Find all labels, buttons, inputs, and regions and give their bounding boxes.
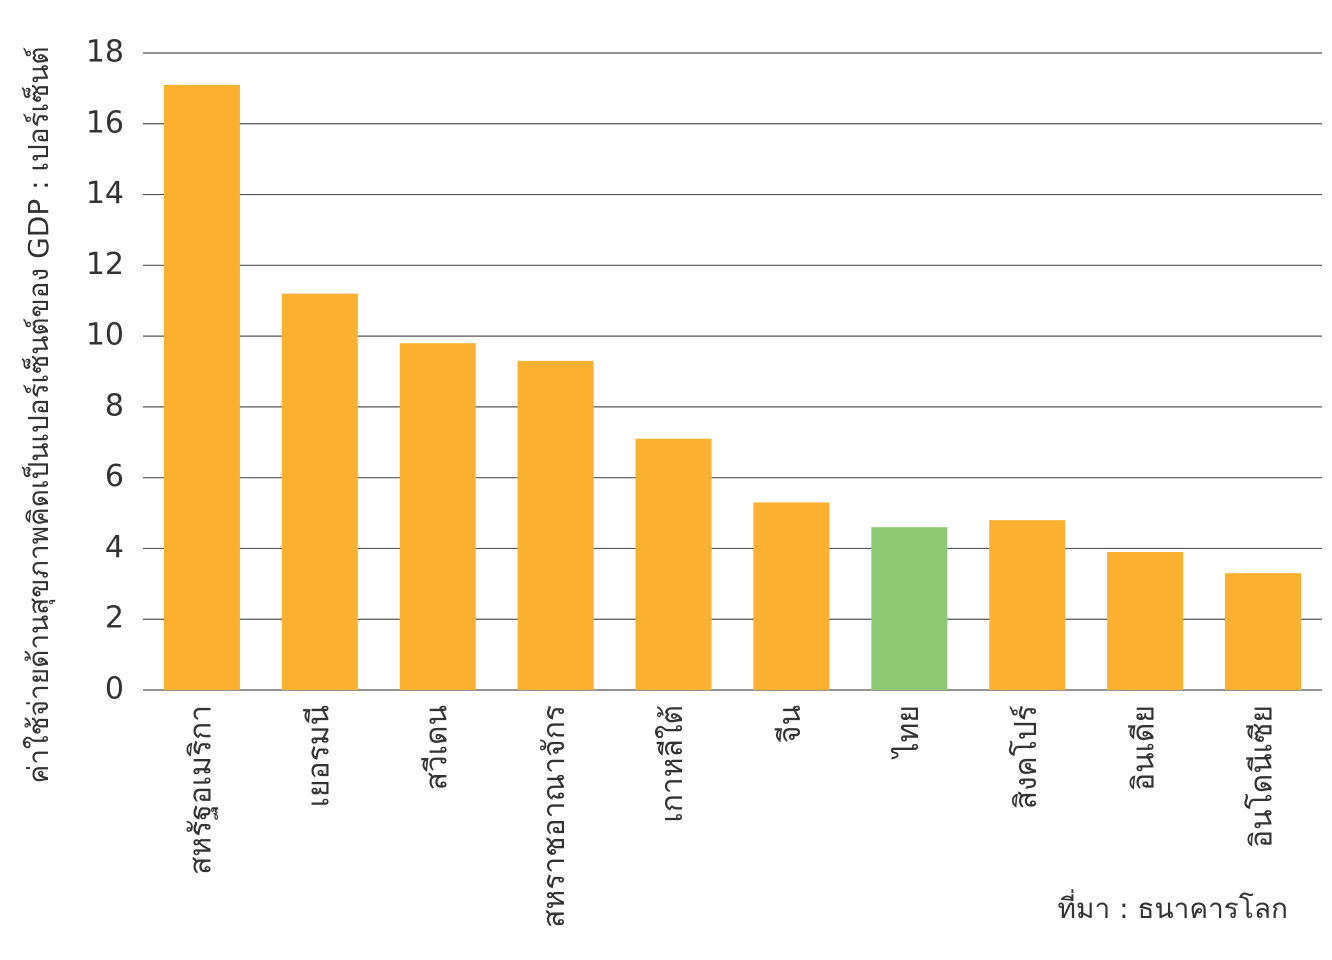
bar — [636, 439, 712, 690]
x-tick-label: สวีเดน — [419, 705, 454, 790]
bar — [1107, 552, 1183, 690]
y-tick-label: 8 — [105, 388, 124, 423]
x-tick-label: สหราชอาณาจักร — [537, 705, 572, 928]
x-tick-label: จีน — [773, 705, 808, 743]
x-tick-label: ไทย — [890, 705, 926, 759]
y-axis-label: ค่าใช้จ่ายด้านสุขภาพคิดเป็นเปอร์เซ็นต์ขอ… — [21, 46, 56, 783]
bar — [164, 85, 240, 690]
x-tick-label: เยอรมนี — [301, 705, 336, 807]
bar — [282, 294, 358, 690]
y-tick-label: 10 — [86, 318, 124, 353]
bar — [753, 502, 829, 690]
bar — [1225, 573, 1301, 690]
source-note: ที่มา : ธนาคารโลก — [1058, 889, 1288, 925]
x-tick-label: อินเดีย — [1127, 705, 1162, 791]
x-tick-label: สหรัฐอเมริกา — [183, 705, 218, 875]
y-tick-label: 4 — [105, 530, 124, 565]
bar — [400, 343, 476, 690]
chart: ค่าใช้จ่ายด้านสุขภาพคิดเป็นเปอร์เซ็นต์ขอ… — [0, 0, 1332, 960]
y-tick-label: 12 — [86, 247, 124, 282]
y-tick-label: 14 — [86, 176, 124, 211]
y-tick-label: 6 — [105, 459, 124, 494]
y-tick-label: 18 — [86, 35, 124, 70]
x-tick-label: เกาหลีใต้ — [655, 705, 690, 823]
y-tick-label: 16 — [86, 105, 124, 140]
bar — [871, 527, 947, 690]
x-tick-label: อินโดนีเซีย — [1244, 705, 1280, 848]
x-tick-label: สิงคโปร์ — [1008, 705, 1044, 809]
y-tick-label: 0 — [105, 672, 124, 707]
bar — [989, 520, 1065, 690]
bar — [518, 361, 594, 690]
y-tick-label: 2 — [105, 601, 124, 636]
